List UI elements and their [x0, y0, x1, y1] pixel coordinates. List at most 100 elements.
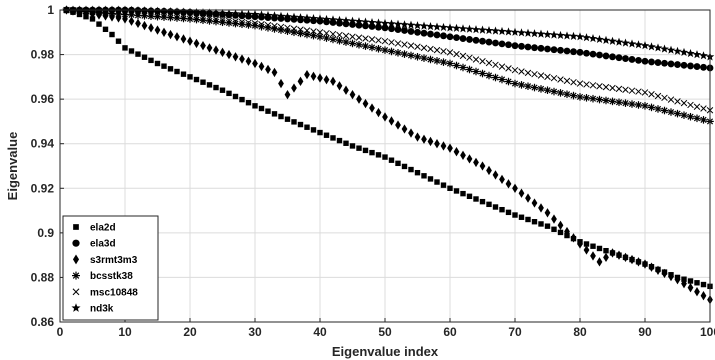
data-point	[375, 152, 382, 158]
data-point	[219, 87, 226, 93]
data-point	[693, 114, 701, 123]
data-point	[315, 14, 325, 23]
data-point	[135, 18, 141, 29]
data-point	[589, 50, 597, 58]
legend-label: ela3d	[90, 239, 116, 250]
data-point	[434, 139, 440, 149]
data-point	[641, 102, 649, 110]
data-point	[615, 54, 623, 62]
x-tick-label: 40	[313, 325, 327, 339]
data-point	[199, 14, 207, 22]
legend-marker	[72, 254, 80, 265]
data-point	[381, 24, 389, 32]
data-point	[330, 76, 336, 86]
data-point	[453, 147, 460, 157]
data-point	[154, 25, 161, 35]
data-point	[394, 49, 402, 57]
data-point	[148, 23, 154, 33]
data-point	[577, 239, 583, 249]
data-point	[322, 34, 331, 42]
data-point	[445, 23, 455, 32]
data-point	[668, 271, 674, 282]
data-point	[583, 241, 590, 247]
data-point	[459, 35, 467, 42]
data-point	[427, 136, 434, 147]
x-tick-label: 20	[183, 325, 197, 339]
data-point	[693, 103, 701, 110]
data-point	[265, 108, 271, 114]
data-point	[167, 29, 174, 40]
data-point	[335, 15, 344, 24]
data-point	[458, 24, 468, 33]
data-point	[499, 174, 505, 185]
data-point	[556, 30, 565, 40]
data-point	[252, 58, 258, 69]
x-tick-label: 60	[443, 325, 457, 339]
data-point	[395, 120, 401, 130]
data-point	[570, 233, 577, 243]
data-point	[608, 97, 617, 106]
data-point	[115, 38, 122, 44]
data-point	[485, 38, 493, 46]
data-point	[687, 62, 694, 70]
data-point	[257, 10, 266, 19]
legend-marker	[72, 239, 80, 247]
y-tick-label: 1	[47, 3, 54, 17]
data-point	[654, 92, 662, 100]
data-point	[544, 73, 551, 81]
data-point	[310, 127, 317, 133]
data-point	[263, 10, 273, 19]
series-layer	[62, 5, 715, 305]
data-point	[576, 48, 584, 56]
data-point	[471, 25, 481, 34]
data-point	[134, 9, 142, 17]
data-point	[128, 9, 135, 16]
data-point	[634, 101, 643, 109]
data-point	[174, 32, 180, 42]
data-point	[356, 145, 362, 151]
data-point	[654, 105, 662, 113]
data-point	[238, 18, 246, 26]
data-point	[648, 91, 655, 98]
data-point	[550, 46, 558, 54]
data-point	[400, 20, 409, 29]
data-point	[557, 76, 564, 83]
legend-item-ela2d: ela2d	[73, 223, 116, 234]
data-point	[310, 71, 317, 81]
data-point	[290, 28, 298, 37]
x-tick-label: 10	[118, 325, 132, 339]
data-point	[239, 96, 245, 103]
data-point	[622, 252, 629, 263]
data-point	[283, 12, 292, 21]
data-point	[653, 43, 663, 52]
data-point	[609, 248, 616, 258]
data-point	[576, 80, 584, 87]
data-point	[297, 26, 304, 33]
data-point	[310, 28, 317, 35]
data-point	[343, 85, 349, 95]
data-point	[589, 82, 597, 89]
data-point	[693, 63, 701, 71]
data-point	[323, 132, 330, 138]
data-point	[304, 69, 310, 80]
data-point	[518, 68, 525, 75]
data-point	[426, 21, 435, 31]
data-point	[336, 137, 343, 144]
data-point	[460, 150, 466, 160]
data-point	[361, 42, 370, 50]
data-point	[348, 16, 357, 25]
data-point	[388, 25, 395, 33]
data-point	[673, 46, 682, 55]
data-point	[154, 60, 161, 67]
data-point	[667, 96, 675, 103]
data-point	[232, 52, 239, 62]
data-point	[375, 37, 382, 44]
data-point	[329, 30, 337, 38]
axis-ticks: 0 10 20 30 40 50 60 70 80 90 100 0.86 0.88 0.9 0.92 0.9…	[31, 3, 715, 339]
data-point	[388, 116, 395, 126]
data-point	[667, 108, 675, 116]
data-point	[537, 85, 545, 93]
data-point	[530, 83, 539, 92]
data-point	[510, 27, 520, 36]
data-point	[291, 119, 297, 125]
